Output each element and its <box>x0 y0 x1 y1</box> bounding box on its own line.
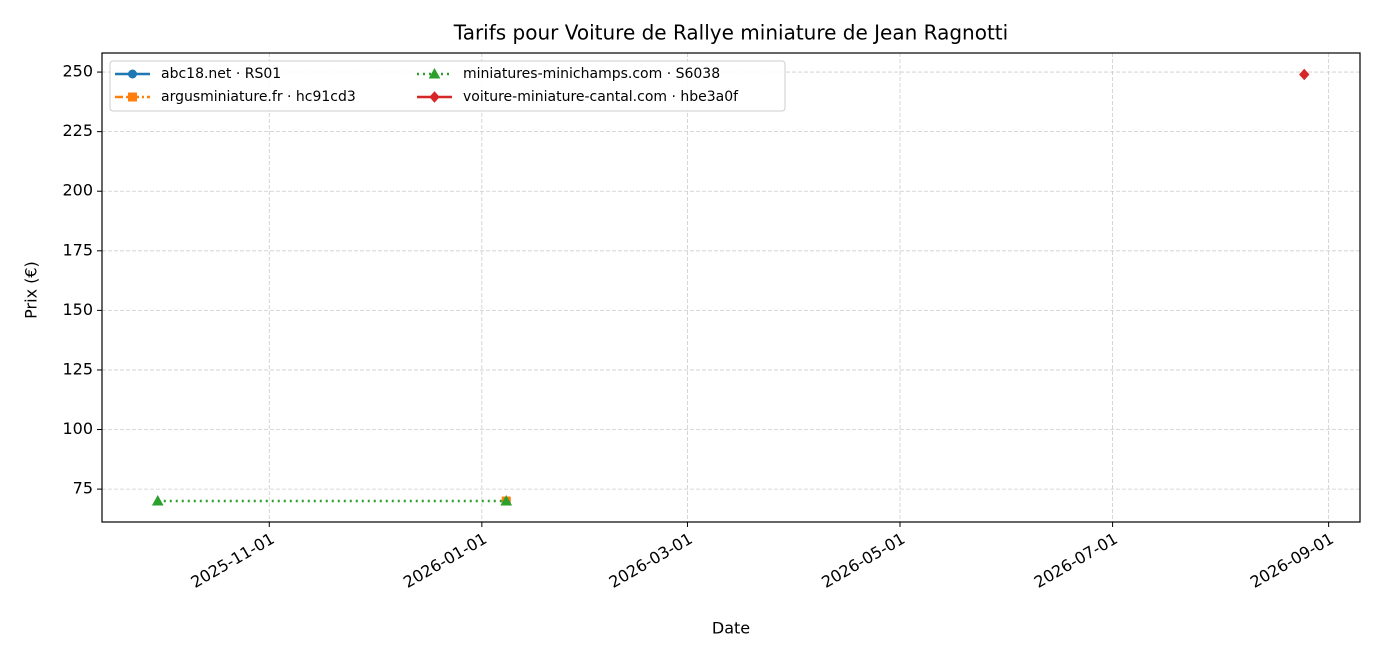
y-tick-label: 150 <box>62 300 93 319</box>
plot-frame <box>101 52 1361 523</box>
marker <box>428 67 441 79</box>
marker <box>1299 68 1310 81</box>
y-tick-label: 200 <box>62 181 93 200</box>
y-tick-label: 125 <box>62 359 93 378</box>
x-axis-label: Date <box>712 619 750 638</box>
marker <box>151 494 164 506</box>
legend-label: abc18.net · RS01 <box>161 66 281 82</box>
y-axis-label: Prix (€) <box>22 261 41 319</box>
marker <box>128 69 137 79</box>
y-tick-label: 100 <box>62 419 93 438</box>
legend-frame <box>109 60 786 112</box>
legend-label: argusminiature.fr · hc91cd3 <box>161 89 356 105</box>
marker <box>128 92 137 102</box>
legend: abc18.net · RS01 argusminiature.fr · hc91… <box>109 60 786 112</box>
marker <box>500 494 513 506</box>
y-tick-label: 175 <box>62 240 93 259</box>
marker <box>429 91 440 103</box>
y-tick-label: 250 <box>62 62 93 81</box>
y-tick-label: 225 <box>62 121 93 140</box>
legend-label: voiture-miniature-cantal.com · hbe3a0f <box>463 89 739 105</box>
chart-title: Tarifs pour Voiture de Rallye miniature … <box>453 21 1008 45</box>
legend-label: miniatures-minichamps.com · S6038 <box>463 66 720 82</box>
y-tick-label: 75 <box>73 479 93 498</box>
